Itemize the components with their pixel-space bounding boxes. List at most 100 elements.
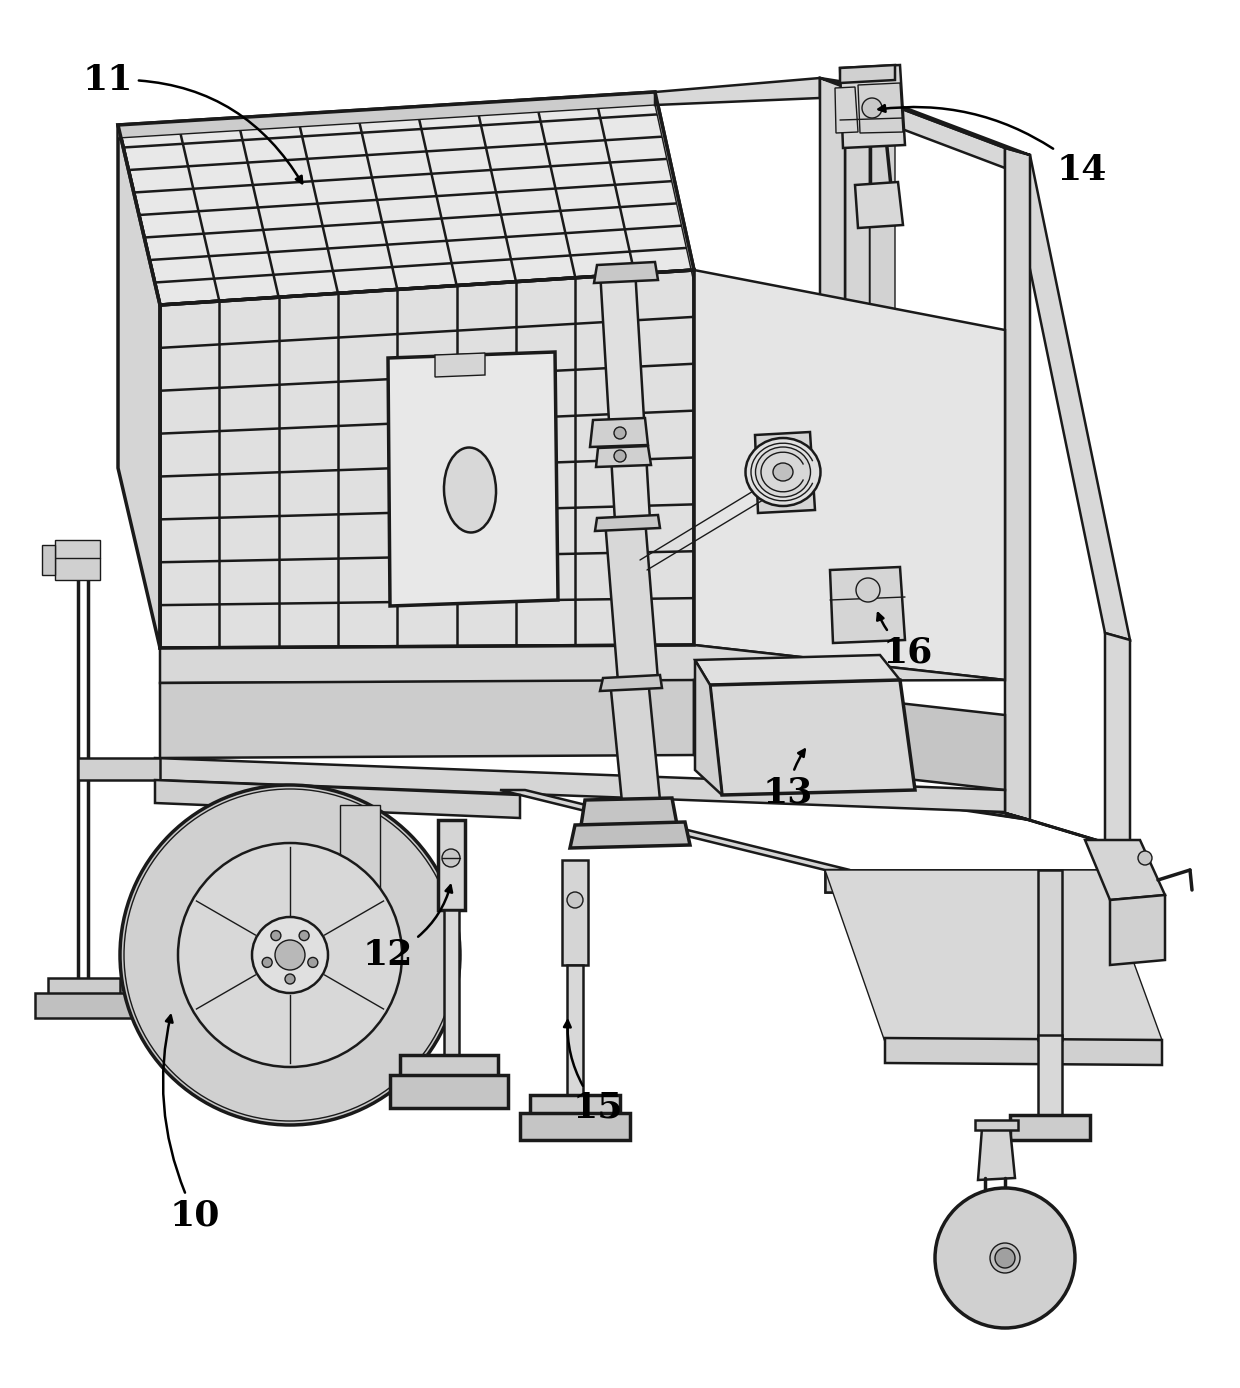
Polygon shape <box>42 545 55 575</box>
Polygon shape <box>438 820 465 911</box>
Circle shape <box>862 99 882 118</box>
Text: 16: 16 <box>877 613 934 669</box>
Polygon shape <box>839 65 895 83</box>
Circle shape <box>299 930 309 941</box>
Polygon shape <box>118 92 694 305</box>
Polygon shape <box>160 271 694 648</box>
Polygon shape <box>600 675 662 691</box>
Ellipse shape <box>124 788 456 1122</box>
Polygon shape <box>520 1113 630 1140</box>
Text: 15: 15 <box>564 1020 624 1126</box>
Polygon shape <box>388 353 558 607</box>
Polygon shape <box>830 568 905 643</box>
Polygon shape <box>1110 895 1166 965</box>
Circle shape <box>285 974 295 984</box>
Polygon shape <box>562 861 588 965</box>
Circle shape <box>567 892 583 908</box>
Polygon shape <box>694 271 1004 680</box>
Polygon shape <box>435 353 485 378</box>
Polygon shape <box>605 518 658 682</box>
Polygon shape <box>595 515 660 532</box>
Circle shape <box>614 428 626 439</box>
Polygon shape <box>610 677 660 802</box>
Polygon shape <box>340 805 379 899</box>
Polygon shape <box>835 87 858 133</box>
Polygon shape <box>755 432 815 514</box>
Polygon shape <box>1038 870 1061 1040</box>
Circle shape <box>994 1248 1016 1269</box>
Polygon shape <box>78 758 160 780</box>
Polygon shape <box>820 78 1030 155</box>
Polygon shape <box>1105 633 1130 849</box>
Polygon shape <box>1004 149 1130 640</box>
Polygon shape <box>567 965 583 1101</box>
Circle shape <box>275 940 305 970</box>
Polygon shape <box>401 1055 498 1085</box>
Polygon shape <box>978 1128 1016 1180</box>
Polygon shape <box>118 125 160 648</box>
Polygon shape <box>825 870 1162 1042</box>
Polygon shape <box>1038 1035 1061 1126</box>
Circle shape <box>614 450 626 462</box>
Polygon shape <box>694 661 722 795</box>
Polygon shape <box>820 78 1004 168</box>
Polygon shape <box>694 680 1004 790</box>
Polygon shape <box>391 1074 508 1108</box>
Polygon shape <box>825 870 1100 892</box>
Polygon shape <box>35 992 135 1017</box>
Polygon shape <box>1085 840 1166 899</box>
Polygon shape <box>48 979 120 999</box>
Polygon shape <box>885 1038 1162 1065</box>
Circle shape <box>856 577 880 602</box>
Polygon shape <box>155 780 520 818</box>
Text: 12: 12 <box>363 886 453 972</box>
Polygon shape <box>870 82 895 790</box>
Polygon shape <box>160 680 694 758</box>
Circle shape <box>262 958 272 967</box>
Polygon shape <box>580 798 678 831</box>
Circle shape <box>1138 851 1152 865</box>
Polygon shape <box>856 182 903 228</box>
Polygon shape <box>529 1095 620 1120</box>
Text: 13: 13 <box>763 750 813 809</box>
Polygon shape <box>160 645 1004 683</box>
Polygon shape <box>590 418 649 447</box>
Polygon shape <box>694 655 900 686</box>
Polygon shape <box>1004 149 1030 820</box>
Polygon shape <box>844 82 870 795</box>
Polygon shape <box>500 790 849 870</box>
Text: 11: 11 <box>83 62 303 183</box>
Ellipse shape <box>252 917 329 992</box>
Circle shape <box>308 958 317 967</box>
Ellipse shape <box>773 464 794 482</box>
Polygon shape <box>655 78 820 105</box>
Polygon shape <box>839 65 905 149</box>
Polygon shape <box>596 446 651 466</box>
Polygon shape <box>1011 1115 1090 1140</box>
Ellipse shape <box>745 439 821 507</box>
Ellipse shape <box>935 1188 1075 1328</box>
Polygon shape <box>820 78 844 790</box>
Polygon shape <box>55 540 100 580</box>
Polygon shape <box>858 83 903 133</box>
Ellipse shape <box>755 447 811 497</box>
Polygon shape <box>444 911 459 1060</box>
Polygon shape <box>594 262 658 283</box>
Polygon shape <box>820 786 1030 820</box>
Polygon shape <box>600 268 650 522</box>
Polygon shape <box>570 822 689 848</box>
Polygon shape <box>825 870 1100 892</box>
Ellipse shape <box>990 1244 1021 1273</box>
Ellipse shape <box>444 447 496 533</box>
Polygon shape <box>975 1120 1018 1130</box>
Ellipse shape <box>179 843 402 1067</box>
Text: 10: 10 <box>162 1016 221 1233</box>
Ellipse shape <box>120 786 460 1126</box>
Polygon shape <box>155 758 1004 812</box>
Polygon shape <box>118 92 655 137</box>
Polygon shape <box>655 92 694 283</box>
Circle shape <box>441 849 460 868</box>
Polygon shape <box>1004 813 1130 849</box>
Polygon shape <box>711 680 915 795</box>
Text: 14: 14 <box>878 105 1107 187</box>
